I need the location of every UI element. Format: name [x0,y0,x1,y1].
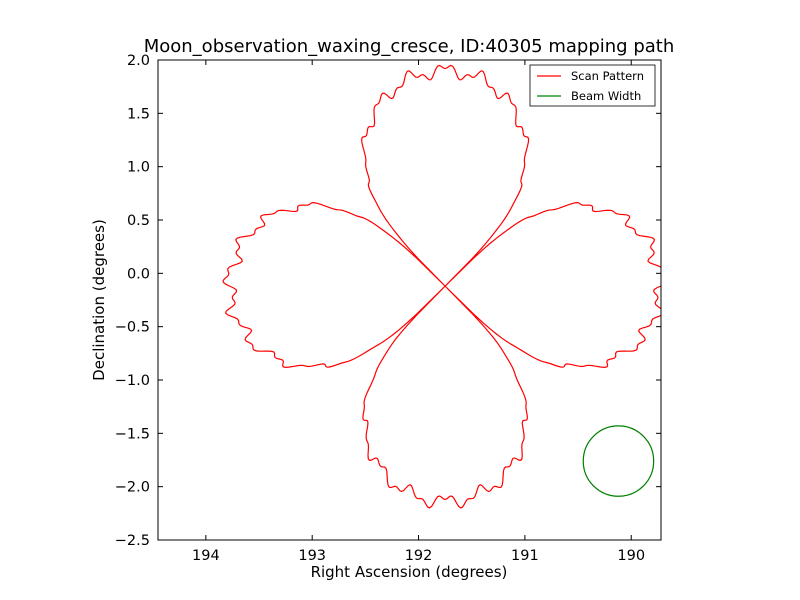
y-tick-label: 2.0 [127,53,150,69]
y-tick-label: −1.5 [115,426,150,442]
y-tick-label: 0.0 [127,266,150,282]
y-tick-label: 1.5 [127,106,150,122]
y-tick-label: −2.0 [115,480,150,496]
beam-width-circle [582,425,655,497]
y-axis-label: Declination (degrees) [90,219,108,381]
x-tick-label: 194 [192,548,220,564]
y-tick-label: −0.5 [115,320,150,336]
y-tick-label: 0.5 [127,213,150,229]
x-tick-label: 192 [405,548,433,564]
legend-box [529,64,656,107]
legend-label-beam-width: Beam Width [571,89,641,103]
y-tick-label: −2.5 [115,533,150,549]
series-layer [222,64,661,509]
legend: Scan Pattern Beam Width [529,64,656,107]
x-tick-label: 193 [298,548,326,564]
chart-title: Moon_observation_waxing_cresce, ID:40305… [144,36,675,57]
scan-pattern-line [222,64,661,509]
y-tick-label: −1.0 [115,373,150,389]
y-tick-label: 1.0 [127,160,150,176]
ticks-layer: 194 193 192 191 190 2.0 1.5 1.0 0.5 0.0 −0.5 −1.0 −1… [115,53,661,564]
plot-frame [157,59,662,541]
x-tick-label: 191 [511,548,539,564]
x-axis-label: Right Ascension (degrees) [311,563,508,581]
legend-label-scan-pattern: Scan Pattern [571,69,644,83]
x-tick-label: 190 [617,548,645,564]
